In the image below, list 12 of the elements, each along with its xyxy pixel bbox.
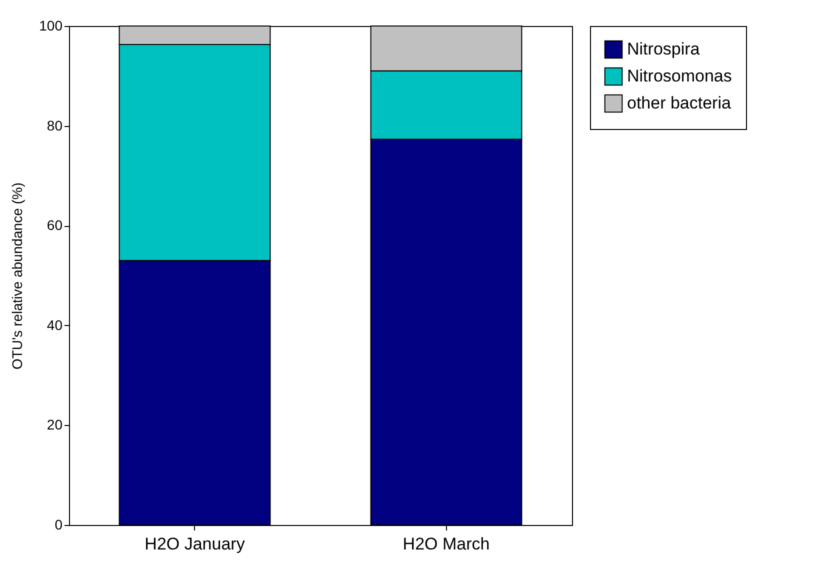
y-axis-title: OTU's relative abundance (%) [9,182,26,370]
x-tick-label: H2O March [402,534,490,554]
x-tick-label: H2O January [144,534,246,554]
y-tick-label: 100 [39,18,63,34]
legend-label: Nitrospira [627,40,700,58]
legend-label: other bacteria [627,94,732,112]
y-tick-label: 40 [46,316,63,333]
y-tick-label: 60 [46,217,63,234]
y-tick-label: 0 [54,516,63,532]
y-tick-label: 20 [46,416,63,433]
y-tick-label: 80 [46,117,63,134]
legend-label: Nitrosomonas [627,66,732,86]
